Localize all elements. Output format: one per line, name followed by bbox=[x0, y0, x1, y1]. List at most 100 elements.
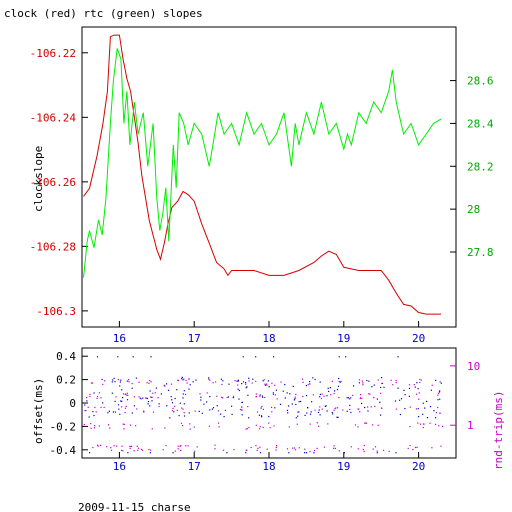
offset-point bbox=[143, 411, 145, 413]
offset-point bbox=[132, 356, 134, 358]
rtt-point bbox=[162, 449, 164, 451]
offset-point bbox=[309, 413, 312, 415]
offset-point bbox=[345, 356, 347, 358]
rtt-point bbox=[87, 406, 89, 408]
rtt-point bbox=[294, 396, 296, 398]
offset-point bbox=[426, 400, 428, 402]
rtt-point bbox=[247, 406, 249, 408]
rtt-point bbox=[418, 398, 420, 400]
rtt-point bbox=[422, 426, 424, 429]
rtt-point bbox=[83, 423, 85, 426]
rtt-point bbox=[141, 449, 144, 451]
rtt-point bbox=[273, 425, 275, 427]
rtt-point bbox=[177, 448, 179, 450]
offset-point bbox=[226, 452, 228, 454]
offset-point bbox=[329, 387, 331, 389]
offset-point bbox=[403, 389, 405, 391]
rtt-points bbox=[83, 378, 444, 453]
offset-point bbox=[258, 414, 260, 416]
rtt-point bbox=[429, 422, 431, 424]
rtt-point bbox=[106, 446, 108, 448]
offset-point bbox=[112, 379, 114, 381]
rtt-point bbox=[236, 380, 239, 382]
rtt-point bbox=[157, 397, 159, 399]
rtt-point bbox=[372, 448, 374, 450]
offset-point bbox=[146, 397, 149, 400]
rtt-point bbox=[367, 406, 369, 408]
offset-point bbox=[212, 407, 215, 409]
offset-point bbox=[192, 381, 194, 383]
rtt-point bbox=[255, 380, 257, 382]
rtt-point bbox=[115, 396, 117, 398]
offset-point bbox=[417, 408, 419, 410]
rtt-point bbox=[338, 450, 340, 452]
offset-point bbox=[262, 380, 264, 382]
offset-point bbox=[259, 452, 262, 454]
rtt-point bbox=[86, 397, 88, 399]
offset-point bbox=[181, 378, 183, 380]
rtt-point bbox=[390, 379, 392, 381]
rtt-point bbox=[333, 447, 335, 449]
rtt-point bbox=[110, 449, 113, 451]
rtt-point bbox=[221, 383, 223, 386]
rtt-point bbox=[321, 393, 323, 395]
offset-point bbox=[142, 397, 144, 399]
rtt-point bbox=[266, 384, 268, 386]
rtt-point bbox=[314, 409, 316, 411]
rtt-point bbox=[245, 383, 247, 385]
offset-point bbox=[338, 377, 340, 380]
rtt-point bbox=[275, 445, 278, 447]
rtt-point bbox=[361, 397, 363, 399]
rtt-point bbox=[431, 384, 433, 386]
offset-point bbox=[311, 401, 313, 403]
offset-point bbox=[371, 386, 373, 388]
rtt-point bbox=[358, 379, 361, 381]
offset-point bbox=[416, 382, 418, 384]
rtt-point bbox=[163, 384, 165, 386]
offset-point bbox=[200, 399, 202, 401]
offset-point bbox=[368, 380, 370, 382]
rtt-point bbox=[129, 445, 131, 447]
rtt-point bbox=[248, 380, 250, 382]
rtt-point bbox=[342, 409, 344, 411]
footer-caption: 2009-11-15 charse bbox=[78, 501, 191, 512]
top-x-tick-label: 18 bbox=[262, 332, 275, 345]
bottom-x-tick-label: 18 bbox=[262, 460, 275, 473]
offset-point bbox=[182, 393, 184, 395]
rtt-point bbox=[250, 446, 252, 449]
offset-point bbox=[438, 391, 441, 393]
offset-point bbox=[332, 413, 334, 415]
rtt-point bbox=[98, 392, 100, 394]
offset-point bbox=[331, 411, 333, 414]
rtt-point bbox=[275, 449, 277, 451]
rtt-point bbox=[409, 406, 411, 408]
offset-point bbox=[292, 385, 294, 387]
rtt-point bbox=[121, 406, 123, 408]
rtt-point bbox=[307, 384, 309, 386]
offset-point bbox=[149, 390, 151, 392]
rtt-point bbox=[251, 382, 253, 384]
offset-point bbox=[358, 382, 360, 384]
rtt-point bbox=[257, 447, 259, 449]
top-left-tick-label: -106.22 bbox=[30, 47, 76, 60]
rtt-point bbox=[128, 379, 130, 381]
rtt-point bbox=[431, 447, 433, 449]
rtt-point bbox=[312, 394, 314, 396]
rtt-point bbox=[126, 394, 128, 396]
offset-point bbox=[220, 413, 222, 415]
offset-point bbox=[255, 356, 257, 358]
offset-point bbox=[223, 416, 225, 418]
offset-point bbox=[304, 452, 306, 454]
offset-point bbox=[241, 383, 243, 385]
top-right-tick-label: 28.4 bbox=[467, 117, 494, 130]
rtt-point bbox=[123, 428, 125, 430]
offset-point bbox=[439, 398, 441, 400]
rtt-point bbox=[117, 379, 119, 381]
rtt-point bbox=[395, 408, 397, 410]
offset-point bbox=[188, 378, 190, 380]
offset-point bbox=[170, 396, 172, 398]
rtt-point bbox=[124, 412, 126, 414]
rtt-point bbox=[338, 396, 340, 399]
offset-point bbox=[209, 409, 211, 411]
rtt-point bbox=[129, 424, 132, 426]
